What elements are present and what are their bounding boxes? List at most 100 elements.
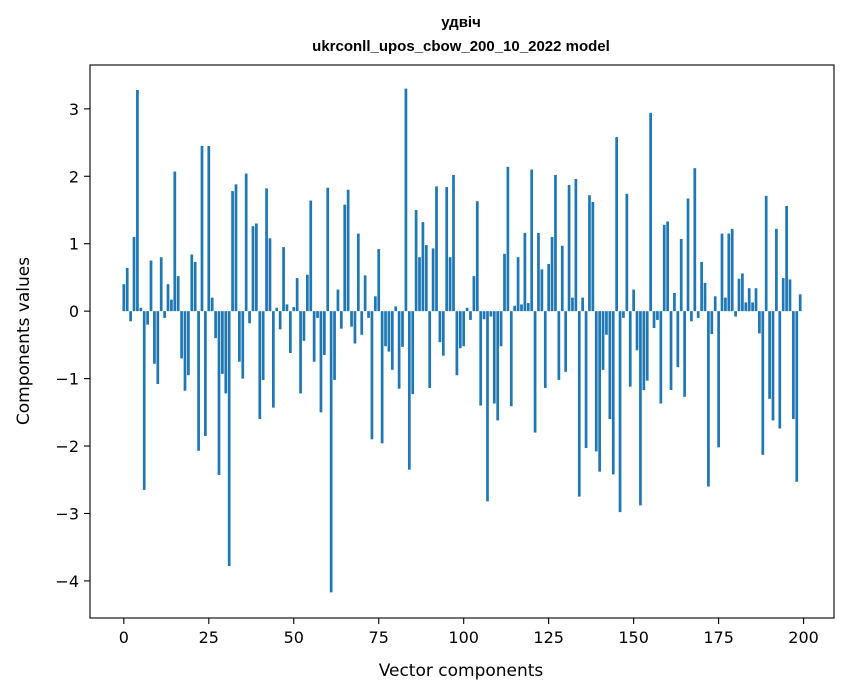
bar xyxy=(377,249,381,312)
bar xyxy=(125,267,129,312)
y-tick-label: 0 xyxy=(69,302,79,321)
bar xyxy=(373,296,377,312)
bar xyxy=(346,189,350,312)
bar xyxy=(176,276,180,312)
bar xyxy=(129,311,132,322)
bar xyxy=(700,261,703,312)
bar xyxy=(560,245,564,312)
bar xyxy=(744,302,748,312)
bar xyxy=(268,238,272,312)
bar xyxy=(632,289,635,312)
bar xyxy=(428,311,432,389)
bar xyxy=(615,137,619,312)
bar xyxy=(462,311,466,347)
bar xyxy=(163,311,166,318)
bar xyxy=(360,311,364,335)
bar xyxy=(469,311,472,320)
bar xyxy=(380,311,384,444)
y-tick-label: 1 xyxy=(69,235,79,254)
bar xyxy=(149,260,153,312)
x-tick-label: 200 xyxy=(788,628,819,647)
bar xyxy=(231,191,234,312)
bar xyxy=(775,228,778,312)
bar xyxy=(509,311,513,407)
bar xyxy=(625,193,629,312)
bar xyxy=(506,166,510,312)
bar xyxy=(353,311,357,344)
bar xyxy=(170,299,173,312)
bar xyxy=(431,248,435,312)
bar xyxy=(564,311,568,372)
bar xyxy=(336,289,340,312)
bar xyxy=(153,311,156,364)
bar xyxy=(421,222,425,312)
bar xyxy=(305,274,309,312)
y-tick-label: −2 xyxy=(55,437,79,456)
bar xyxy=(520,304,523,312)
bar xyxy=(754,288,758,312)
bar xyxy=(159,257,163,312)
bar xyxy=(581,297,585,312)
x-tick-label: 0 xyxy=(119,628,129,647)
bar xyxy=(384,311,387,347)
y-axis-ticks: −4 −3 −2 −1 0 1 2 3 xyxy=(55,100,90,591)
bar xyxy=(571,297,574,312)
x-tick-label: 150 xyxy=(618,628,649,647)
bar xyxy=(289,311,292,353)
bar xyxy=(554,174,557,312)
bar xyxy=(730,228,734,312)
bar xyxy=(180,311,183,359)
bar xyxy=(394,306,398,312)
bar xyxy=(363,275,367,312)
bar xyxy=(251,226,255,312)
bar xyxy=(146,311,149,325)
bar xyxy=(710,311,714,335)
bar xyxy=(139,307,143,312)
bar xyxy=(645,311,649,381)
bar xyxy=(339,311,343,329)
bar xyxy=(503,253,506,312)
bar xyxy=(333,311,336,380)
bar xyxy=(496,311,500,421)
bar xyxy=(662,224,666,312)
x-tick-label: 175 xyxy=(703,628,734,647)
bar xyxy=(255,223,258,312)
bar xyxy=(441,311,445,356)
bar xyxy=(499,311,503,347)
bar xyxy=(727,233,731,312)
bar xyxy=(649,112,652,312)
bar xyxy=(751,302,754,312)
bar xyxy=(295,278,299,312)
bar xyxy=(248,311,251,324)
bar xyxy=(197,311,200,451)
bar xyxy=(316,311,319,318)
bar xyxy=(628,311,632,387)
bar-series xyxy=(122,88,802,593)
bar xyxy=(401,311,404,347)
bar xyxy=(683,311,686,397)
y-tick-label: −3 xyxy=(55,504,79,523)
bar xyxy=(204,311,207,436)
bar xyxy=(778,311,782,429)
bar xyxy=(343,204,347,312)
bar xyxy=(666,221,669,312)
bar xyxy=(265,188,268,312)
chart-title: удвіч xyxy=(441,14,481,31)
bar xyxy=(537,232,540,312)
bar xyxy=(207,145,211,312)
bar xyxy=(781,278,785,312)
bar xyxy=(173,171,177,312)
bar xyxy=(299,311,302,394)
bar xyxy=(489,311,493,317)
bar xyxy=(397,311,401,389)
bar xyxy=(326,187,330,312)
bar xyxy=(438,311,442,343)
bar xyxy=(414,209,418,312)
y-tick-label: 3 xyxy=(69,100,79,119)
bar xyxy=(458,311,462,349)
bar xyxy=(795,311,799,482)
bar xyxy=(591,201,595,312)
bar xyxy=(448,257,452,312)
x-tick-label: 100 xyxy=(448,628,479,647)
chart-subtitle: ukrconll_upos_cbow_200_10_2022 model xyxy=(312,38,610,55)
